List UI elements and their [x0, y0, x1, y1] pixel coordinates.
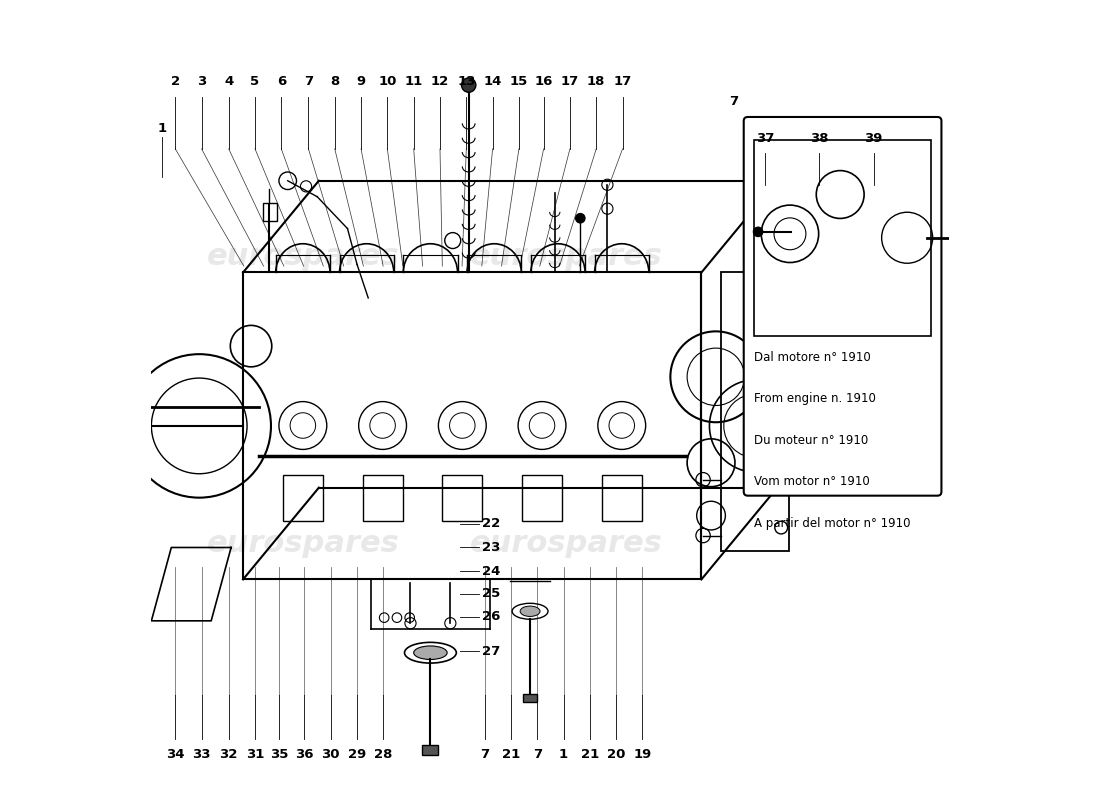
Text: Dal motore n° 1910: Dal motore n° 1910 — [755, 351, 871, 364]
Text: Vom motor n° 1910: Vom motor n° 1910 — [755, 475, 870, 488]
Text: 4: 4 — [224, 74, 233, 88]
Text: eurospares: eurospares — [470, 242, 662, 271]
Text: 39: 39 — [865, 132, 883, 145]
Ellipse shape — [414, 646, 448, 659]
Text: 30: 30 — [321, 748, 340, 762]
Text: 29: 29 — [348, 748, 366, 762]
Bar — [522, 694, 537, 702]
FancyBboxPatch shape — [744, 117, 942, 496]
Text: 12: 12 — [431, 74, 449, 88]
Text: 14: 14 — [483, 74, 502, 88]
Text: 1: 1 — [157, 122, 166, 135]
Text: 9: 9 — [356, 74, 365, 88]
Text: 36: 36 — [295, 748, 313, 762]
Text: 34: 34 — [166, 748, 185, 762]
Text: Du moteur n° 1910: Du moteur n° 1910 — [755, 434, 868, 446]
Text: 27: 27 — [482, 645, 500, 658]
Text: eurospares: eurospares — [207, 529, 399, 558]
Text: 17: 17 — [561, 74, 579, 88]
Circle shape — [462, 78, 476, 92]
Text: 19: 19 — [634, 748, 651, 762]
Text: 5: 5 — [251, 74, 260, 88]
Text: 15: 15 — [509, 74, 528, 88]
Text: 3: 3 — [197, 74, 206, 88]
Text: 33: 33 — [192, 748, 211, 762]
Bar — [722, 273, 789, 551]
Bar — [422, 745, 439, 754]
Text: 21: 21 — [502, 748, 520, 762]
Text: 28: 28 — [374, 748, 393, 762]
Text: 13: 13 — [458, 74, 475, 88]
Ellipse shape — [520, 606, 540, 617]
Text: 18: 18 — [587, 74, 605, 88]
Text: 8: 8 — [330, 74, 340, 88]
Bar — [363, 475, 403, 521]
Text: 38: 38 — [811, 132, 828, 145]
Text: 22: 22 — [482, 517, 500, 530]
Text: 32: 32 — [220, 748, 238, 762]
Text: eurospares: eurospares — [470, 529, 662, 558]
Text: A partir del motor n° 1910: A partir del motor n° 1910 — [755, 517, 911, 530]
Text: 17: 17 — [614, 74, 631, 88]
Text: 23: 23 — [482, 541, 500, 554]
Text: 2: 2 — [170, 74, 180, 88]
Text: 7: 7 — [304, 74, 313, 88]
Bar — [117, 396, 128, 418]
Bar — [263, 203, 276, 221]
Text: 10: 10 — [378, 74, 397, 88]
Circle shape — [575, 214, 585, 223]
Text: 11: 11 — [405, 74, 422, 88]
Bar — [755, 139, 931, 336]
Text: 26: 26 — [482, 610, 500, 623]
Text: 31: 31 — [245, 748, 264, 762]
Text: 16: 16 — [535, 74, 553, 88]
Text: eurospares: eurospares — [207, 242, 399, 271]
Text: 25: 25 — [482, 587, 500, 600]
Text: 20: 20 — [607, 748, 626, 762]
Text: 7: 7 — [729, 94, 738, 107]
Text: 21: 21 — [581, 748, 600, 762]
Text: 7: 7 — [480, 748, 490, 762]
Text: 24: 24 — [482, 565, 500, 578]
Text: From engine n. 1910: From engine n. 1910 — [755, 392, 876, 406]
Text: 6: 6 — [277, 74, 286, 88]
Bar — [602, 475, 641, 521]
Text: 35: 35 — [270, 748, 288, 762]
Bar — [522, 475, 562, 521]
Circle shape — [754, 227, 763, 237]
Bar — [243, 273, 702, 579]
Bar — [283, 475, 322, 521]
Text: 37: 37 — [756, 132, 774, 145]
Bar — [442, 475, 482, 521]
Text: 7: 7 — [532, 748, 542, 762]
Text: 1: 1 — [559, 748, 568, 762]
